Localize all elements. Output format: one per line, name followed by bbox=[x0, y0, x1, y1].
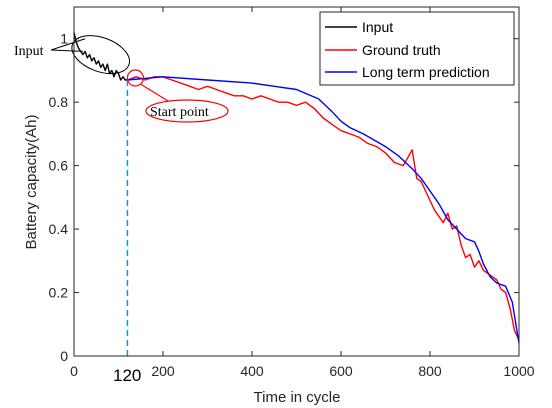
annotation-layer bbox=[50, 35, 229, 356]
x-tick-label: 0 bbox=[70, 363, 78, 379]
start-point-label-ellipse bbox=[145, 99, 229, 123]
series-line-input bbox=[73, 32, 128, 81]
start-point-annotation-label: Start point bbox=[150, 105, 209, 120]
legend-label-truth: Ground truth bbox=[362, 42, 441, 58]
start-x-highlight-label: 120 bbox=[113, 366, 141, 385]
series-line-ground-truth bbox=[127, 76, 520, 341]
x-tick-label: 1000 bbox=[503, 363, 534, 379]
input-highlight-ellipse bbox=[71, 35, 130, 75]
legend-label-prediction: Long term prediction bbox=[362, 64, 490, 80]
y-tick-label: 0.8 bbox=[49, 94, 69, 110]
start-point-pointer-line bbox=[140, 83, 169, 102]
series-line-prediction bbox=[127, 76, 520, 344]
y-tick-label: 0.2 bbox=[49, 285, 69, 301]
legend: Input Ground truth Long term prediction bbox=[319, 11, 515, 86]
x-tick-label: 400 bbox=[240, 363, 264, 379]
input-pointer-line bbox=[50, 38, 86, 51]
start-point-circle bbox=[126, 69, 144, 87]
series-layer bbox=[73, 32, 520, 344]
y-tick-label: 1 bbox=[60, 31, 68, 47]
y-axis-label: Battery capacity(Ah) bbox=[23, 114, 40, 249]
y-tick-label: 0 bbox=[60, 348, 68, 364]
tick-layer: 0 200 400 600 800 1000 0 0.2 0.4 0.6 0.8 1 bbox=[49, 7, 535, 379]
input-annotation-label: Input bbox=[14, 44, 44, 59]
input-pointer-line bbox=[50, 49, 83, 52]
legend-label-input: Input bbox=[362, 19, 393, 35]
x-tick-label: 800 bbox=[418, 363, 442, 379]
plot-frame bbox=[73, 6, 520, 357]
x-tick-label: 200 bbox=[151, 363, 175, 379]
x-tick-label: 600 bbox=[329, 363, 353, 379]
y-tick-label: 0.6 bbox=[49, 158, 69, 174]
x-axis-label: Time in cycle bbox=[254, 389, 341, 406]
y-tick-label: 0.4 bbox=[49, 221, 69, 237]
legend-box bbox=[319, 11, 515, 86]
